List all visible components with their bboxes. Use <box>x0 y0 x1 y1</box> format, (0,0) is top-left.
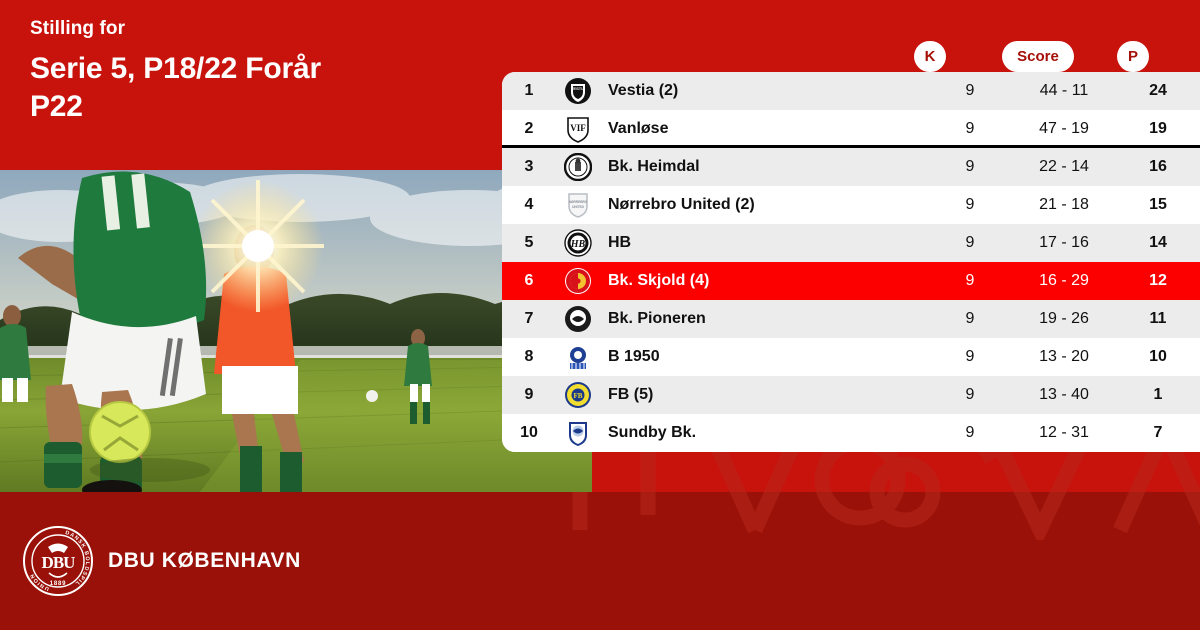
row-matches: 9 <box>965 424 975 441</box>
svg-text:FB: FB <box>574 392 583 400</box>
row-matches: 9 <box>965 82 975 99</box>
row-team-name: Bk. Skjold (4) <box>608 272 710 289</box>
row-position: 4 <box>524 196 534 213</box>
row-position: 7 <box>524 310 534 327</box>
row-position: 8 <box>524 348 534 365</box>
table-row[interactable]: 7 Bk. Pioneren 9 19 - 26 11 <box>502 300 1200 338</box>
row-team-name: Vanløse <box>608 120 669 137</box>
row-points: 10 <box>1149 348 1167 365</box>
vestia-logo: VESTIA <box>556 77 600 105</box>
row-team-name: HB <box>608 234 632 251</box>
row-goal-score: 22 - 14 <box>1039 158 1089 175</box>
football-photo <box>0 170 592 492</box>
table-row[interactable]: 4 NØRREBRO UNITED Nørrebro United (2) 9 21 - … <box>502 186 1200 224</box>
table-row[interactable]: 5 HB HB 9 17 - 16 14 <box>502 224 1200 262</box>
row-goal-score: 16 - 29 <box>1039 272 1089 289</box>
table-row[interactable]: 3 Bk. Heimdal 9 22 - 14 16 <box>502 148 1200 186</box>
column-header-k: K <box>914 41 946 72</box>
table-row[interactable]: 10 Sundby Bk. 9 12 - 31 7 <box>502 414 1200 452</box>
row-position: 1 <box>524 82 534 99</box>
background-bottom-band <box>0 492 1200 630</box>
standings-table: 1 VESTIA Vestia (2) 9 44 - 11 24 2 VIF Vanløse 9 4… <box>502 72 1200 452</box>
row-goal-score: 13 - 40 <box>1039 386 1089 403</box>
row-position: 2 <box>524 120 534 137</box>
b1950-logo <box>556 343 600 371</box>
fb-logo: FB <box>556 381 600 409</box>
header: Stilling for Serie 5, P18/22 Forår P22 <box>30 18 500 127</box>
table-row[interactable]: 9 FB FB (5) 9 13 - 40 1 <box>502 376 1200 414</box>
football <box>89 401 151 463</box>
row-matches: 9 <box>965 310 975 327</box>
dbu-logo: DANSK BOLDSPIL UNION DBU 1889 <box>22 525 94 597</box>
column-header-p: P <box>1117 41 1149 72</box>
row-goal-score: 44 - 11 <box>1039 82 1089 99</box>
vanlose-logo: VIF <box>556 115 600 143</box>
distant-player <box>404 329 432 424</box>
row-goal-score: 17 - 16 <box>1039 234 1089 251</box>
row-team-name: B 1950 <box>608 348 660 365</box>
row-points: 24 <box>1149 82 1167 99</box>
header-kicker: Stilling for <box>30 18 126 39</box>
page-title: Serie 5, P18/22 Forår P22 <box>30 50 500 127</box>
svg-text:VESTIA: VESTIA <box>571 86 586 91</box>
row-team-name: Vestia (2) <box>608 82 679 99</box>
table-row[interactable]: 2 VIF Vanløse 9 47 - 19 19 <box>502 110 1200 148</box>
row-points: 7 <box>1153 424 1163 441</box>
page-title-line2: P22 <box>30 90 83 124</box>
column-header-score: Score <box>1002 41 1074 72</box>
row-points: 15 <box>1149 196 1167 213</box>
footer: DANSK BOLDSPIL UNION DBU 1889 DBU KØBENH… <box>0 492 1200 630</box>
row-position: 9 <box>524 386 534 403</box>
svg-text:NØRREBRO: NØRREBRO <box>569 200 588 204</box>
svg-text:DBU: DBU <box>42 553 76 572</box>
row-matches: 9 <box>965 196 975 213</box>
row-matches: 9 <box>965 386 975 403</box>
svg-text:HB: HB <box>570 239 586 250</box>
row-matches: 9 <box>965 348 975 365</box>
row-position: 6 <box>524 272 534 289</box>
svg-text:UNITED: UNITED <box>572 205 585 209</box>
row-team-name: Bk. Heimdal <box>608 158 700 175</box>
row-goal-score: 47 - 19 <box>1039 120 1089 137</box>
row-matches: 9 <box>965 272 975 289</box>
row-goal-score: 19 - 26 <box>1039 310 1089 327</box>
row-team-name: Bk. Pioneren <box>608 310 706 327</box>
table-row[interactable]: 1 VESTIA Vestia (2) 9 44 - 11 24 <box>502 72 1200 110</box>
row-goal-score: 21 - 18 <box>1039 196 1089 213</box>
sundby-logo <box>556 419 600 447</box>
row-position: 5 <box>524 234 534 251</box>
table-row[interactable]: 8 B 1950 9 13 - 20 10 <box>502 338 1200 376</box>
row-matches: 9 <box>965 120 975 137</box>
row-position: 3 <box>524 158 534 175</box>
row-points: 19 <box>1149 120 1167 137</box>
footer-organisation: DBU KØBENHAVN <box>108 549 301 572</box>
row-matches: 9 <box>965 234 975 251</box>
heimdal-logo <box>556 153 600 181</box>
row-matches: 9 <box>965 158 975 175</box>
row-points: 11 <box>1149 310 1167 327</box>
column-header-badges: K Score P <box>0 0 1200 76</box>
row-position: 10 <box>520 424 538 441</box>
hb-logo: HB <box>556 229 600 257</box>
skjold-logo <box>556 267 600 295</box>
row-goal-score: 13 - 20 <box>1039 348 1089 365</box>
row-team-name: Sundby Bk. <box>608 424 697 441</box>
row-goal-score: 12 - 31 <box>1039 424 1089 441</box>
page-title-line1: Serie 5, P18/22 Forår <box>30 51 321 85</box>
table-row[interactable]: 6 Bk. Skjold (4) 9 16 - 29 12 <box>502 262 1200 300</box>
row-points: 12 <box>1149 272 1167 289</box>
row-points: 16 <box>1149 158 1167 175</box>
pioneren-logo <box>556 305 600 333</box>
row-team-name: Nørrebro United (2) <box>608 196 755 213</box>
row-points: 1 <box>1153 386 1163 403</box>
norrebro-united-logo: NØRREBRO UNITED <box>556 191 600 219</box>
svg-text:1889: 1889 <box>50 581 67 587</box>
svg-text:VIF: VIF <box>570 123 586 133</box>
row-points: 14 <box>1149 234 1167 251</box>
far-left-player <box>0 305 31 402</box>
row-team-name: FB (5) <box>608 386 654 403</box>
